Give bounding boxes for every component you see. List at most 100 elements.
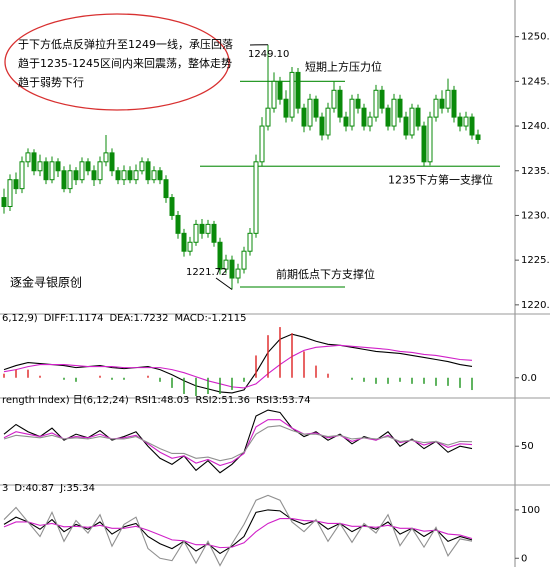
candle-body	[379, 89, 385, 109]
candle-body	[343, 116, 349, 127]
point-pointer	[215, 277, 233, 290]
candle-body	[67, 170, 73, 190]
candle-body	[91, 170, 97, 181]
candle-body	[457, 116, 463, 127]
candle-body	[169, 197, 175, 216]
candle-body	[145, 161, 151, 181]
candle-body	[193, 223, 199, 243]
y-tick-label: 1230.0	[521, 210, 550, 221]
candle-body	[85, 161, 91, 172]
candle-body	[403, 116, 409, 136]
candle-body	[469, 116, 475, 136]
indicator-line	[3, 333, 473, 394]
candle-body	[319, 116, 325, 136]
y-tick-label: 1235.0	[521, 166, 550, 177]
y-tick-label: 50	[521, 441, 534, 452]
candle-body	[277, 80, 283, 100]
y-tick-label: 0	[521, 553, 527, 564]
y-tick-label: 1220.0	[521, 300, 550, 311]
legend-entry: RSI2:51.36	[195, 395, 250, 406]
candle-body	[337, 89, 343, 118]
candle-body	[409, 107, 415, 136]
candle-body	[139, 161, 145, 172]
candle-body	[253, 161, 259, 234]
candle-body	[373, 89, 379, 118]
candle-body	[283, 98, 289, 118]
candle-body	[121, 170, 127, 181]
candle-body	[151, 170, 157, 181]
candle-body	[361, 107, 367, 127]
candle-body	[103, 152, 109, 163]
candle-body	[199, 223, 205, 234]
candle-body	[133, 170, 139, 181]
indicator-line	[3, 425, 473, 462]
y-tick-label: 0.0	[521, 373, 537, 384]
candle-body	[109, 152, 115, 172]
panel-params: rength Index) 日(6,12,24)	[2, 395, 129, 406]
candle-body	[259, 125, 265, 163]
y-tick-label: 1240.0	[521, 121, 550, 132]
candle-body	[289, 71, 295, 118]
candle-body	[451, 89, 457, 118]
annotation-ellipse	[4, 13, 230, 111]
candle-body	[295, 71, 301, 109]
candle-body	[187, 241, 193, 252]
candle-body	[349, 98, 355, 127]
annotation-text: 趋于1235-1245区间内来回震荡，整体走势	[18, 56, 232, 70]
candle-body	[211, 223, 217, 243]
candle-body	[475, 134, 481, 140]
candle-body	[19, 161, 25, 190]
legend-entry: DIFF:1.1174	[44, 313, 104, 324]
candle-body	[43, 161, 49, 181]
legend-entry: RSI1:48.03	[135, 395, 190, 406]
legend-entry: D:40.87	[14, 483, 54, 494]
candle-body	[427, 116, 433, 163]
y-tick-label: 1245.0	[521, 76, 550, 87]
candle-body	[271, 80, 277, 109]
candle-body	[163, 179, 169, 199]
candle-body	[7, 179, 13, 208]
candle-body	[325, 107, 331, 136]
candle-body	[115, 170, 121, 181]
candle-body	[61, 170, 67, 190]
candle-body	[223, 259, 229, 270]
candle-body	[55, 161, 61, 172]
candle-body	[415, 107, 421, 127]
point-label: 1249.10	[248, 49, 289, 60]
candle-body	[127, 170, 133, 181]
candle-body	[175, 214, 181, 234]
candle-body	[31, 152, 37, 172]
candle-body	[307, 98, 313, 127]
candle-body	[313, 98, 319, 118]
indicator-line	[3, 494, 473, 567]
candle-body	[301, 107, 307, 127]
candle-body	[181, 232, 187, 252]
candle-body	[355, 98, 361, 109]
candle-body	[265, 107, 271, 127]
legend-entry: DEA:1.7232	[109, 313, 168, 324]
y-tick-label: 1225.0	[521, 255, 550, 266]
candle-body	[247, 232, 253, 252]
indicator-line	[3, 344, 473, 389]
candle-body	[331, 89, 337, 109]
legend-entry: MACD:-1.2115	[175, 313, 247, 324]
annotation-text: 趋于弱势下行	[18, 76, 84, 89]
watermark: 逐金寻银原创	[10, 275, 82, 290]
legend-entry: J:35.34	[59, 483, 95, 494]
candle-body	[439, 98, 445, 109]
candle-body	[421, 125, 427, 163]
candle-body	[73, 170, 79, 181]
y-tick-label: 100	[521, 505, 540, 516]
legend-entry: 3	[2, 483, 8, 494]
candle-body	[37, 161, 43, 172]
candle-body	[433, 98, 439, 118]
y-tick-label: 1250.0	[521, 32, 550, 43]
candle-body	[397, 98, 403, 118]
candle-body	[241, 250, 247, 270]
annotation-text: 于下方低点反弹拉升至1249一线，承压回落	[18, 37, 233, 51]
level-label: 前期低点下方支撑位	[276, 267, 375, 281]
point-label: 1221.72	[186, 267, 227, 278]
legend-entry: RSI3:53.74	[256, 395, 311, 406]
candle-body	[13, 179, 19, 190]
